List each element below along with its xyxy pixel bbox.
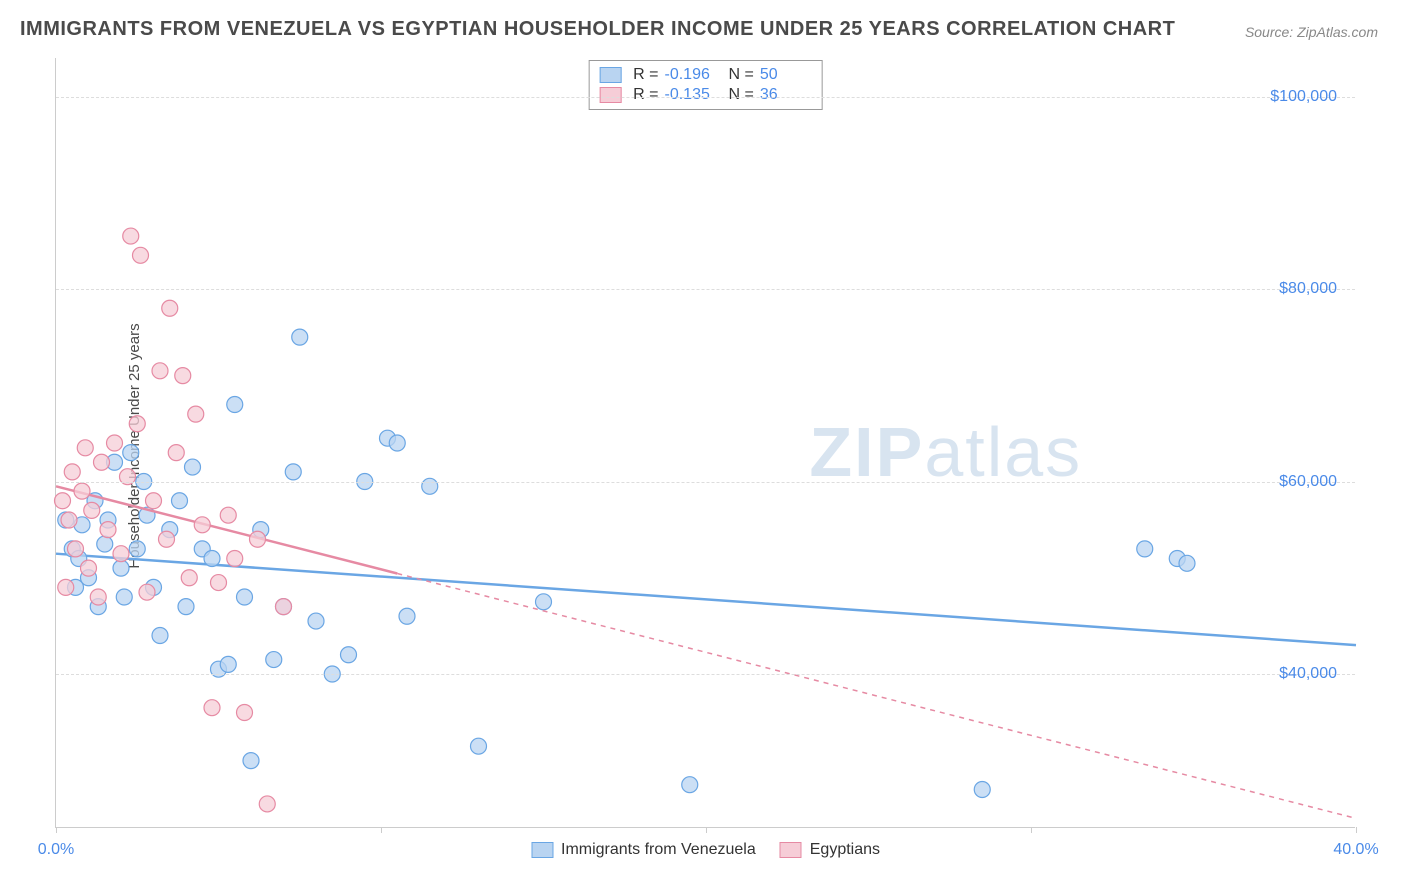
scatter-point [159, 531, 175, 547]
scatter-point [84, 502, 100, 518]
scatter-point [250, 531, 266, 547]
scatter-point [276, 599, 292, 615]
scatter-point [211, 575, 227, 591]
scatter-point [204, 700, 220, 716]
y-tick-label: $60,000 [1279, 473, 1337, 491]
scatter-point [90, 589, 106, 605]
scatter-point [259, 796, 275, 812]
chart-title: IMMIGRANTS FROM VENEZUELA VS EGYPTIAN HO… [20, 18, 1175, 41]
bottom-legend-item: Egyptians [780, 841, 880, 859]
scatter-point [285, 464, 301, 480]
legend-swatch [780, 842, 802, 858]
scatter-point [97, 536, 113, 552]
bottom-legend-item: Immigrants from Venezuela [531, 841, 756, 859]
scatter-point [185, 459, 201, 475]
scatter-point [194, 517, 210, 533]
scatter-point [146, 493, 162, 509]
x-tick-label: 0.0% [38, 841, 74, 859]
y-tick-label: $80,000 [1279, 280, 1337, 298]
x-tick [706, 827, 707, 833]
scatter-point [389, 435, 405, 451]
scatter-point [266, 652, 282, 668]
x-tick [1031, 827, 1032, 833]
scatter-point [308, 613, 324, 629]
x-tick [1356, 827, 1357, 833]
scatter-point [139, 584, 155, 600]
scatter-point [81, 560, 97, 576]
legend-label: Egyptians [810, 841, 880, 859]
scatter-point [162, 300, 178, 316]
scatter-point [243, 753, 259, 769]
scatter-point [133, 247, 149, 263]
gridline [56, 97, 1355, 98]
scatter-point [178, 599, 194, 615]
scatter-point [116, 589, 132, 605]
x-tick [56, 827, 57, 833]
scatter-point [536, 594, 552, 610]
scatter-point [237, 705, 253, 721]
scatter-point [113, 560, 129, 576]
scatter-point [107, 435, 123, 451]
scatter-point [1137, 541, 1153, 557]
scatter-point [123, 445, 139, 461]
x-tick [381, 827, 382, 833]
scatter-point [181, 570, 197, 586]
scatter-point [152, 628, 168, 644]
scatter-point [227, 397, 243, 413]
scatter-point [123, 228, 139, 244]
scatter-point [168, 445, 184, 461]
scatter-point [61, 512, 77, 528]
scatter-point [68, 541, 84, 557]
scatter-point [399, 608, 415, 624]
scatter-point [188, 406, 204, 422]
scatter-point [471, 738, 487, 754]
scatter-point [220, 656, 236, 672]
scatter-point [100, 522, 116, 538]
gridline [56, 674, 1355, 675]
scatter-point [129, 416, 145, 432]
chart-plot-area: ZIPatlas R = -0.196N = 50R = -0.135N = 3… [55, 58, 1355, 828]
scatter-point [64, 464, 80, 480]
scatter-point [237, 589, 253, 605]
scatter-point [74, 483, 90, 499]
x-tick-label: 40.0% [1333, 841, 1378, 859]
scatter-point [113, 546, 129, 562]
scatter-point [94, 454, 110, 470]
scatter-svg [56, 58, 1355, 827]
scatter-point [227, 551, 243, 567]
scatter-point [204, 551, 220, 567]
gridline [56, 289, 1355, 290]
scatter-point [682, 777, 698, 793]
bottom-legend: Immigrants from Venezuela Egyptians [531, 841, 880, 859]
scatter-point [129, 541, 145, 557]
scatter-point [152, 363, 168, 379]
scatter-point [1179, 555, 1195, 571]
scatter-point [58, 579, 74, 595]
scatter-point [172, 493, 188, 509]
scatter-point [341, 647, 357, 663]
scatter-point [220, 507, 236, 523]
source-label: Source: ZipAtlas.com [1245, 24, 1378, 40]
scatter-point [974, 782, 990, 798]
scatter-point [175, 368, 191, 384]
gridline [56, 482, 1355, 483]
y-tick-label: $40,000 [1279, 665, 1337, 683]
legend-label: Immigrants from Venezuela [561, 841, 756, 859]
y-tick-label: $100,000 [1270, 88, 1337, 106]
scatter-point [292, 329, 308, 345]
scatter-point [55, 493, 71, 509]
scatter-point [77, 440, 93, 456]
legend-swatch [531, 842, 553, 858]
